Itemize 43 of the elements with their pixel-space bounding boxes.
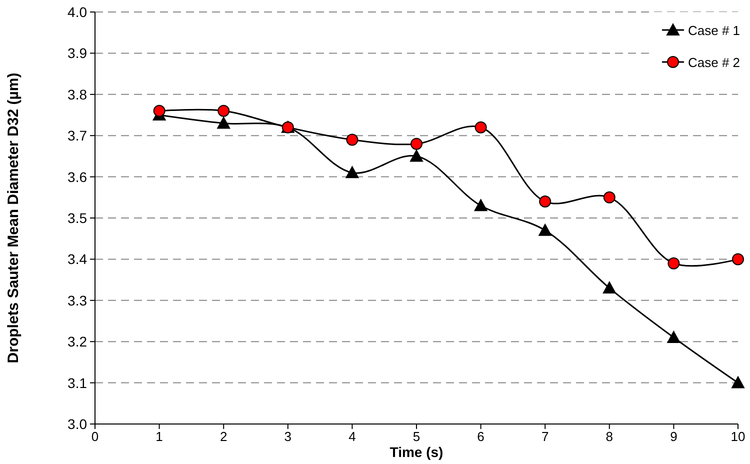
x-tick-label: 8 bbox=[606, 429, 614, 444]
point bbox=[474, 199, 488, 212]
y-tick-label: 3.3 bbox=[68, 292, 88, 308]
point bbox=[217, 116, 230, 129]
x-tick-label: 10 bbox=[730, 429, 746, 444]
point bbox=[346, 134, 358, 146]
legend-label: Case # 1 bbox=[688, 23, 740, 38]
point bbox=[474, 121, 487, 134]
y-tick-label: 3.0 bbox=[68, 416, 88, 432]
y-tick-label: 3.6 bbox=[68, 168, 88, 185]
point bbox=[732, 253, 744, 266]
point bbox=[667, 330, 680, 343]
point bbox=[732, 376, 744, 388]
x-axis-title: Time (s) bbox=[390, 444, 444, 460]
y-tick-label: 3.5 bbox=[68, 210, 88, 226]
x-tick-label: 2 bbox=[220, 429, 228, 444]
point bbox=[410, 150, 423, 162]
x-tick-label: 6 bbox=[477, 429, 484, 444]
point bbox=[153, 104, 166, 117]
y-tick-label: 3.4 bbox=[68, 251, 88, 268]
y-axis-title: Droplets Sauter Mean Diameter D32 (µm) bbox=[5, 72, 22, 364]
point bbox=[538, 224, 552, 236]
x-tick-label: 4 bbox=[348, 429, 356, 444]
x-tick-label: 3 bbox=[284, 429, 292, 444]
point bbox=[603, 191, 616, 204]
y-tick-label: 3.9 bbox=[68, 45, 88, 62]
x-tick-label: 5 bbox=[412, 429, 420, 444]
point bbox=[218, 104, 230, 117]
point bbox=[346, 166, 359, 178]
y-tick-label: 4.0 bbox=[68, 4, 88, 20]
y-tick-label: 3.7 bbox=[68, 128, 88, 144]
x-tick-label: 0 bbox=[91, 429, 99, 444]
point bbox=[668, 257, 680, 270]
point bbox=[410, 138, 422, 150]
point bbox=[602, 282, 616, 294]
x-tick-label: 7 bbox=[541, 429, 549, 444]
x-tick-label: 9 bbox=[670, 429, 678, 444]
legend-label: Case # 2 bbox=[688, 55, 740, 70]
y-tick-label: 3.1 bbox=[68, 374, 88, 391]
y-tick-label: 3.8 bbox=[68, 86, 88, 102]
y-tick-label: 3.2 bbox=[68, 334, 88, 350]
point bbox=[539, 196, 552, 208]
x-tick-label: 1 bbox=[156, 429, 163, 444]
